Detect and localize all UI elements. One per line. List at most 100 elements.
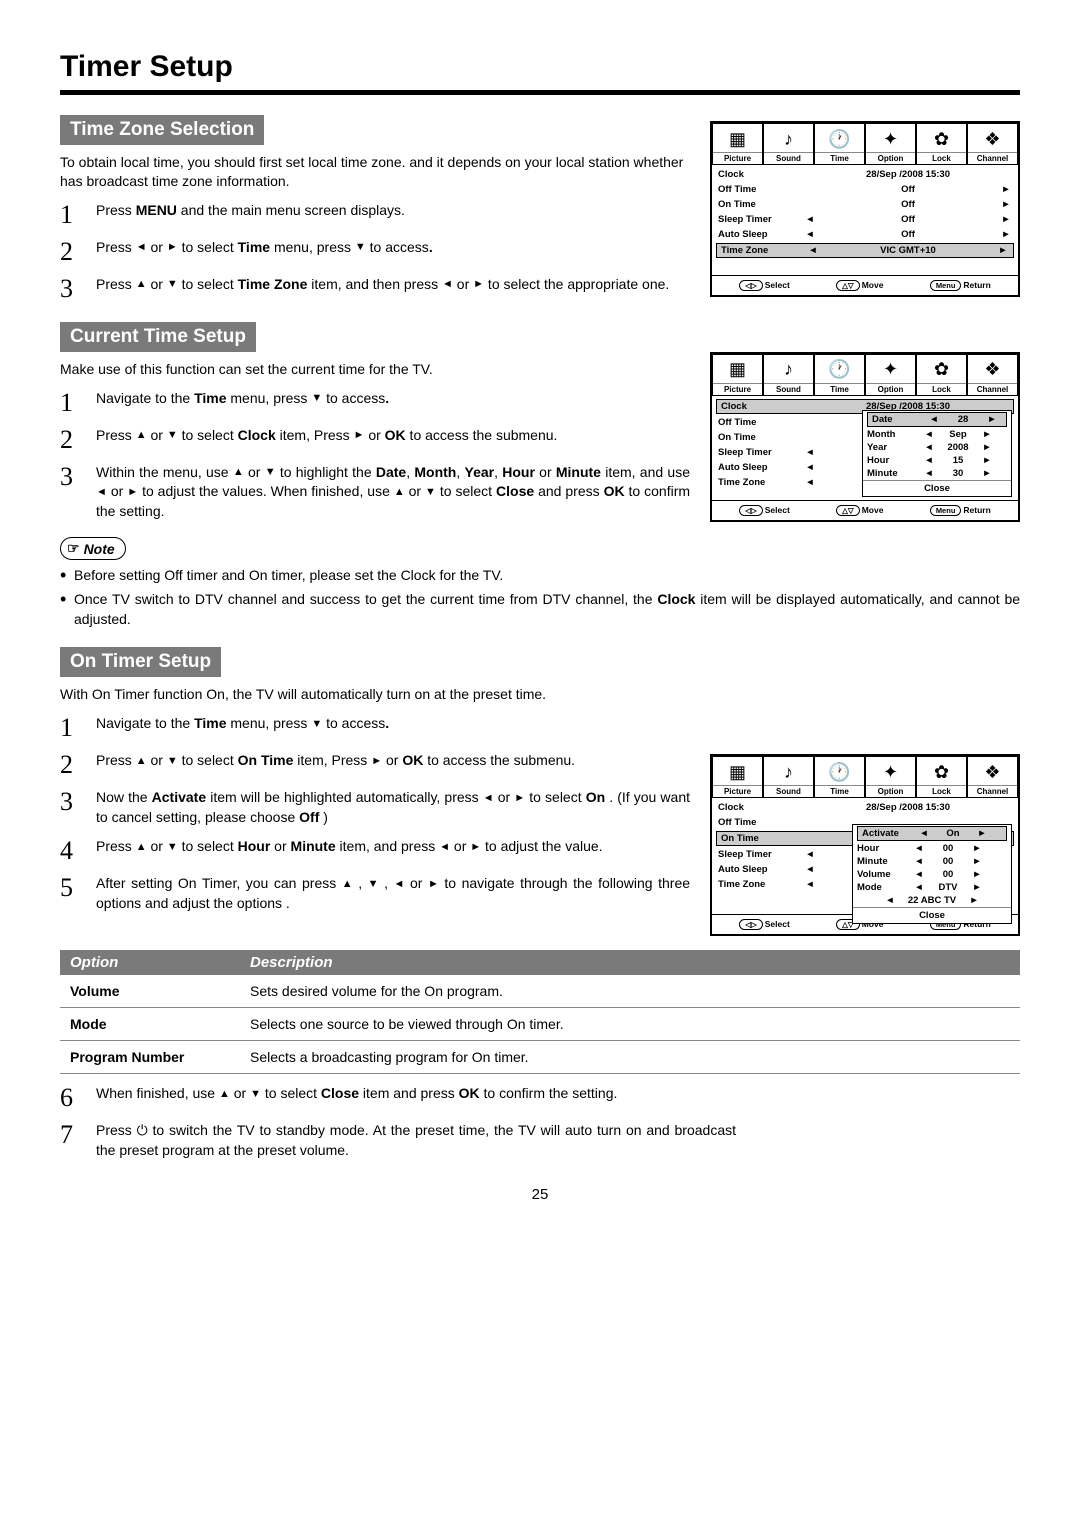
step-number: 3 — [60, 463, 96, 490]
osd-tab-icon: ❖ — [968, 357, 1017, 383]
osd-sub-row: Volume◄00► — [853, 868, 1011, 881]
osd-tab-icon: ✿ — [917, 126, 966, 152]
osd-tab-icon: ✦ — [866, 357, 915, 383]
osd-tab: ▦Picture — [712, 123, 763, 165]
osd-menu-1: ▦Picture♪Sound🕐Time✦Option✿Lock❖Channel … — [710, 121, 1020, 297]
table-row: VolumeSets desired volume for the On pro… — [60, 975, 1020, 1008]
ot-step-7: 7 Press ⏻ to switch the TV to standby mo… — [60, 1121, 1020, 1160]
step-text: Within the menu, use ▲ or ▼ to highlight… — [96, 463, 690, 522]
osd-highlight-row: Time Zone◄VIC GMT+10► — [716, 243, 1014, 258]
step-number: 7 — [60, 1121, 96, 1148]
step-number: 2 — [60, 238, 96, 265]
ot-step-2: 2 Press ▲ or ▼ to select On Time item, P… — [60, 751, 690, 778]
down-arrow-icon: ▼ — [355, 240, 366, 255]
osd-tab: ❖Channel — [967, 123, 1018, 165]
ot-step-4: 4 Press ▲ or ▼ to select Hour or Minute … — [60, 837, 690, 864]
osd-tab-icon: 🕐 — [815, 759, 864, 785]
osd-sub-row: Minute◄00► — [853, 855, 1011, 868]
osd-tab-label: Time — [815, 785, 864, 796]
osd-tab-label: Channel — [968, 383, 1017, 394]
down-arrow-icon: ▼ — [368, 877, 379, 892]
down-arrow-icon: ▼ — [167, 840, 178, 855]
option-name: Program Number — [60, 1041, 240, 1074]
osd-tab-label: Sound — [764, 785, 813, 796]
ot-step-6: 6 When finished, use ▲ or ▼ to select Cl… — [60, 1084, 1020, 1111]
right-arrow-icon: ► — [470, 840, 481, 855]
step-text: Press MENU and the main menu screen disp… — [96, 201, 690, 221]
option-name: Mode — [60, 1008, 240, 1041]
ot-step-5: 5 After setting On Timer, you can press … — [60, 874, 690, 913]
left-arrow-icon: ◄ — [394, 877, 405, 892]
osd-tab: ✿Lock — [916, 123, 967, 165]
osd-tab: 🕐Time — [814, 123, 865, 165]
left-arrow-icon: ◄ — [439, 840, 450, 855]
up-arrow-icon: ▲ — [136, 428, 147, 443]
osd-tabs: ▦Picture♪Sound🕐Time✦Option✿Lock❖Channel — [712, 354, 1018, 396]
osd-tab-label: Lock — [917, 383, 966, 394]
osd-submenu: Activate◄On►Hour◄00►Minute◄00►Volume◄00►… — [852, 824, 1012, 924]
options-tbody: VolumeSets desired volume for the On pro… — [60, 975, 1020, 1074]
osd-tab: ♪Sound — [763, 354, 814, 396]
osd-menu-3: ▦Picture♪Sound🕐Time✦Option✿Lock❖Channel … — [710, 754, 1020, 936]
up-arrow-icon: ▲ — [136, 840, 147, 855]
osd-tab: ♪Sound — [763, 756, 814, 798]
osd-tab-icon: ♪ — [764, 759, 813, 785]
note-badge: Note — [60, 537, 126, 560]
step-text: When finished, use ▲ or ▼ to select Clos… — [96, 1084, 1020, 1104]
right-arrow-icon: ► — [354, 428, 365, 443]
table-row: ModeSelects one source to be viewed thro… — [60, 1008, 1020, 1041]
osd-tab-label: Lock — [917, 152, 966, 163]
options-table: Option Description VolumeSets desired vo… — [60, 950, 1020, 1074]
step-text: Navigate to the Time menu, press ▼ to ac… — [96, 389, 690, 409]
ct-step-3: 3 Within the menu, use ▲ or ▼ to highlig… — [60, 463, 690, 522]
up-arrow-icon: ▲ — [342, 877, 353, 892]
osd-tab: 🕐Time — [814, 354, 865, 396]
osd-tab-label: Channel — [968, 785, 1017, 796]
step-text: Press ▲ or ▼ to select Clock item, Press… — [96, 426, 690, 446]
note-item: Once TV switch to DTV channel and succes… — [60, 590, 1020, 629]
step-number: 1 — [60, 389, 96, 416]
ct-step-1: 1 Navigate to the Time menu, press ▼ to … — [60, 389, 690, 416]
left-arrow-icon: ◄ — [483, 791, 494, 806]
note-item: Before setting Off timer and On timer, p… — [60, 566, 1020, 586]
right-arrow-icon: ► — [167, 240, 178, 255]
osd-sub-row: Mode◄DTV► — [853, 881, 1011, 894]
down-arrow-icon: ▼ — [167, 277, 178, 292]
osd-sub-row: Month◄Sep► — [863, 428, 1011, 441]
step-number: 3 — [60, 275, 96, 302]
osd-footer: ◁▷Select △▽Move MenuReturn — [712, 275, 1018, 295]
step-number: 2 — [60, 426, 96, 453]
osd-tab: ✿Lock — [916, 354, 967, 396]
note-list: Before setting Off timer and On timer, p… — [60, 566, 1020, 629]
up-arrow-icon: ▲ — [233, 465, 244, 480]
osd-tab-icon: ✦ — [866, 759, 915, 785]
tz-step-1: 1 Press MENU and the main menu screen di… — [60, 201, 690, 228]
osd-sub-rows-2: Date◄28►Month◄Sep►Year◄2008►Hour◄15►Minu… — [863, 412, 1011, 480]
osd-tab-icon: 🕐 — [815, 357, 864, 383]
down-arrow-icon: ▼ — [311, 391, 322, 406]
ct-intro: Make use of this function can set the cu… — [60, 360, 690, 379]
osd-tab-icon: ❖ — [968, 759, 1017, 785]
options-col-option: Option — [60, 950, 240, 975]
right-arrow-icon: ► — [473, 277, 484, 292]
osd-tab: ▦Picture — [712, 756, 763, 798]
option-desc: Sets desired volume for the On program. — [240, 975, 1020, 1008]
osd-tab-icon: ♪ — [764, 126, 813, 152]
tz-step-3: 3 Press ▲ or ▼ to select Time Zone item,… — [60, 275, 690, 302]
tz-intro: To obtain local time, you should first s… — [60, 153, 690, 191]
osd-tab-label: Time — [815, 383, 864, 394]
osd-tab: ❖Channel — [967, 354, 1018, 396]
down-arrow-icon: ▼ — [167, 428, 178, 443]
osd-tab: ▦Picture — [712, 354, 763, 396]
left-arrow-icon: ◄ — [136, 240, 147, 255]
step-text: After setting On Timer, you can press ▲ … — [96, 874, 690, 913]
down-arrow-icon: ▼ — [425, 485, 436, 500]
step-text: Press ⏻ to switch the TV to standby mode… — [96, 1121, 736, 1160]
step-text: Press ▲ or ▼ to select Time Zone item, a… — [96, 275, 690, 295]
up-arrow-icon: ▲ — [136, 754, 147, 769]
osd-tabs: ▦Picture♪Sound🕐Time✦Option✿Lock❖Channel — [712, 756, 1018, 798]
osd-sub-rows-3: Activate◄On►Hour◄00►Minute◄00►Volume◄00►… — [853, 826, 1011, 894]
ot-step-3: 3 Now the Activate item will be highligh… — [60, 788, 690, 827]
osd-tab-icon: ❖ — [968, 126, 1017, 152]
step-number: 5 — [60, 874, 96, 901]
